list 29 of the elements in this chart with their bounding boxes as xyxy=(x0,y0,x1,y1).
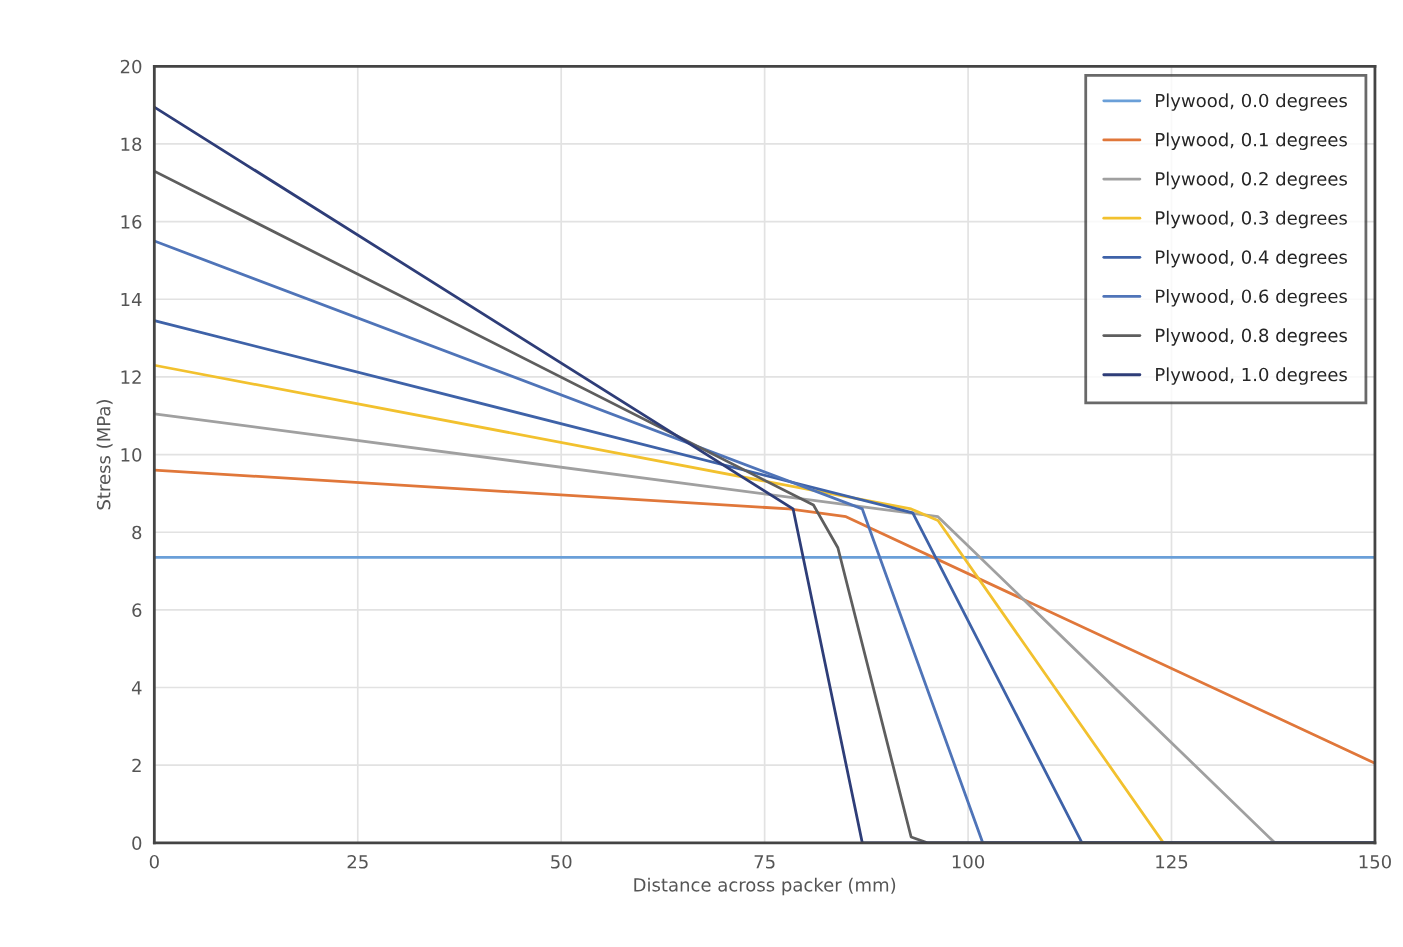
legend-label: Plywood, 0.0 degrees xyxy=(1156,93,1347,111)
y-axis-title: Stress (MPa) xyxy=(96,400,113,510)
legend-label: Plywood, 0.2 degrees xyxy=(1156,171,1347,190)
y-tick-label: 20 xyxy=(120,59,142,74)
y-tick-label: 10 xyxy=(121,448,142,462)
y-tick-label: 6 xyxy=(132,603,142,617)
y-tick-label: 16 xyxy=(121,215,142,229)
y-tick-label: 18 xyxy=(121,137,142,152)
line-series xyxy=(154,468,1375,765)
y-tick-label: 0 xyxy=(132,836,142,850)
legend-label: Plywood, 0.6 degrees xyxy=(1156,289,1347,307)
x-tick-label: 0 xyxy=(149,854,159,869)
x-axis-title: Distance across packer (mm) xyxy=(634,877,896,896)
y-tick-label: 2 xyxy=(132,758,141,773)
legend-label: Plywood, 1.0 degrees xyxy=(1156,367,1347,385)
x-tick-label: 75 xyxy=(754,855,775,869)
x-tick-label: 25 xyxy=(347,854,368,869)
x-tick-label: 150 xyxy=(1359,854,1391,869)
y-tick-label: 12 xyxy=(121,370,141,384)
x-tick-label: 125 xyxy=(1156,854,1188,869)
y-tick-label: 4 xyxy=(131,681,142,695)
x-tick-label: 50 xyxy=(551,854,572,869)
legend-label: Plywood, 0.8 degrees xyxy=(1156,328,1347,346)
y-tick-label: 8 xyxy=(132,525,142,540)
y-tick-label: 14 xyxy=(121,292,142,307)
legend-label: Plywood, 0.4 degrees xyxy=(1156,249,1347,268)
legend-label: Plywood, 0.1 degrees xyxy=(1156,132,1347,150)
legend-label: Plywood, 0.3 degrees xyxy=(1156,210,1347,229)
x-tick-label: 100 xyxy=(952,854,985,869)
